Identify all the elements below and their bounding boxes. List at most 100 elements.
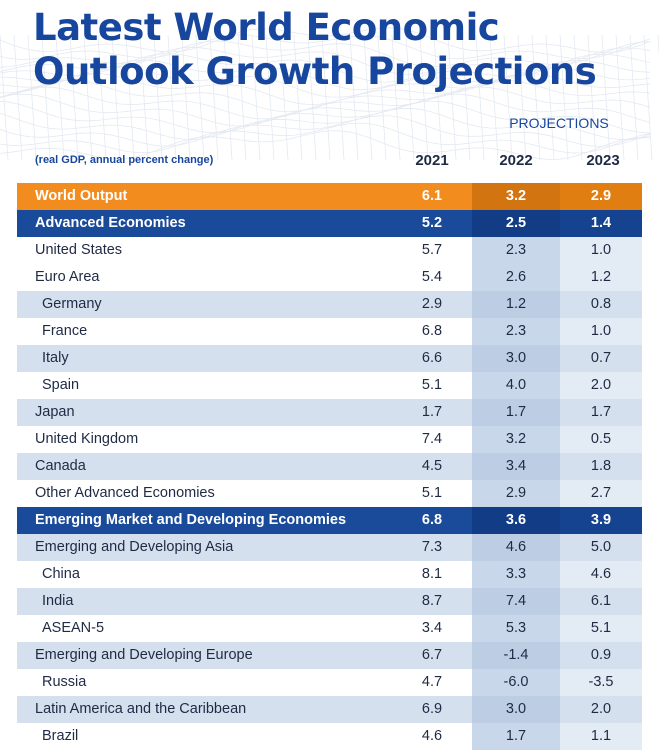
value-2021: 5.1 [421, 485, 443, 501]
page-title: Latest World Economic Outlook Growth Pro… [33, 6, 597, 94]
value-2023: 2.7 [560, 480, 642, 507]
table-row-italy: Italy 6.6 3.0 0.7 [17, 345, 642, 372]
value-2023: 1.2 [560, 264, 642, 291]
row-label: Japan [35, 404, 75, 420]
table-row-other-advanced-economies: Other Advanced Economies 5.1 2.9 2.7 [17, 480, 642, 507]
row-label: India [42, 593, 74, 609]
row-label: United States [35, 242, 123, 258]
row-label: Emerging Market and Developing Economies [35, 512, 347, 528]
value-2021: 7.4 [421, 431, 443, 447]
row-label: Spain [42, 377, 80, 393]
table-row-asean-5: ASEAN-5 3.4 5.3 5.1 [17, 615, 642, 642]
value-2022: -6.0 [472, 669, 560, 696]
row-label: World Output [35, 188, 128, 204]
table-row-japan: Japan 1.7 1.7 1.7 [17, 399, 642, 426]
value-2021: 5.4 [421, 269, 443, 285]
value-2021: 7.3 [421, 539, 443, 555]
value-2021: 6.6 [421, 350, 443, 366]
value-2023: 3.9 [560, 507, 642, 534]
row-label: Italy [42, 350, 69, 366]
value-2023: 1.1 [560, 723, 642, 750]
table-row-world-output: World Output 6.1 3.2 2.9 [17, 183, 642, 210]
value-2021: 4.6 [421, 728, 443, 744]
table-row-france: France 6.8 2.3 1.0 [17, 318, 642, 345]
row-label: Emerging and Developing Europe [35, 647, 253, 663]
value-2021: 4.7 [421, 674, 443, 690]
value-2021: 4.5 [421, 458, 443, 474]
table-row-united-kingdom: United Kingdom 7.4 3.2 0.5 [17, 426, 642, 453]
value-2023: 1.8 [590, 458, 612, 474]
value-2022: 1.7 [472, 399, 560, 426]
value-2021: 3.4 [421, 620, 443, 636]
value-2023: 2.9 [560, 183, 642, 210]
value-2022: 3.0 [472, 345, 560, 372]
value-2023: -3.5 [560, 669, 642, 696]
title-line-2: Outlook Growth Projections [33, 50, 597, 93]
table-row-spain: Spain 5.1 4.0 2.0 [17, 372, 642, 399]
value-2023: 5.1 [560, 615, 642, 642]
value-2023: 1.7 [590, 404, 612, 420]
row-label: Russia [42, 674, 87, 690]
value-2023: 0.7 [590, 350, 612, 366]
table-row-united-states: United States 5.7 2.3 1.0 [17, 237, 642, 264]
value-2021: 1.7 [421, 404, 443, 420]
value-2022: 4.0 [472, 372, 560, 399]
value-2022: 5.3 [472, 615, 560, 642]
value-2022: 3.3 [472, 561, 560, 588]
value-2021: 5.1 [421, 377, 443, 393]
value-2022: 2.9 [472, 480, 560, 507]
value-2021: 5.2 [421, 215, 443, 231]
row-label: Brazil [42, 728, 79, 744]
value-2022: 3.6 [472, 507, 560, 534]
row-label: France [42, 323, 88, 339]
value-2022: 3.4 [472, 453, 560, 480]
value-2021: 6.1 [421, 188, 443, 204]
row-label: Germany [42, 296, 102, 312]
row-label: Canada [35, 458, 86, 474]
table-row-china: China 8.1 3.3 4.6 [17, 561, 642, 588]
growth-projections-table: World Output 6.1 3.2 2.9 Advanced Economies 5… [17, 183, 642, 750]
table-row-russia: Russia 4.7 -6.0 -3.5 [17, 669, 642, 696]
value-2021: 6.8 [421, 323, 443, 339]
value-2023: 1.0 [560, 237, 642, 264]
background-wave-pattern [0, 27, 659, 160]
row-label: United Kingdom [35, 431, 139, 447]
value-2023: 1.4 [560, 210, 642, 237]
value-2022: 2.3 [472, 237, 560, 264]
value-2021: 5.7 [421, 242, 443, 258]
value-2023: 2.0 [590, 701, 612, 717]
row-label: ASEAN-5 [42, 620, 105, 636]
value-2022: 2.3 [472, 318, 560, 345]
unit-note: (real GDP, annual percent change) [35, 154, 214, 166]
value-2022: 7.4 [472, 588, 560, 615]
value-2023: 2.0 [560, 372, 642, 399]
value-2022: -1.4 [472, 642, 560, 669]
table-row-emerging-and-developing-europe: Emerging and Developing Europe 6.7 -1.4 0.9 [17, 642, 642, 669]
value-2023: 1.0 [560, 318, 642, 345]
value-2023: 6.1 [590, 593, 612, 609]
value-2023: 0.5 [560, 426, 642, 453]
column-header-2022: 2022 [499, 152, 533, 169]
value-2021: 8.7 [421, 593, 443, 609]
table-row-euro-area: Euro Area 5.4 2.6 1.2 [17, 264, 642, 291]
value-2021: 6.8 [421, 512, 443, 528]
value-2022: 4.6 [472, 534, 560, 561]
table-row-emerging-market-and-developing-economies: Emerging Market and Developing Economies… [17, 507, 642, 534]
column-header-2023: 2023 [586, 152, 620, 169]
value-2023: 0.8 [590, 296, 612, 312]
table-row-germany: Germany 2.9 1.2 0.8 [17, 291, 642, 318]
value-2021: 6.9 [421, 701, 443, 717]
table-row-advanced-economies: Advanced Economies 5.2 2.5 1.4 [17, 210, 642, 237]
value-2022: 2.5 [472, 210, 560, 237]
projections-label: PROJECTIONS [509, 115, 609, 131]
row-label: Advanced Economies [35, 215, 186, 231]
value-2022: 3.2 [472, 426, 560, 453]
table-row-brazil: Brazil 4.6 1.7 1.1 [17, 723, 642, 750]
value-2022: 2.6 [472, 264, 560, 291]
row-label: China [42, 566, 80, 582]
row-label: Other Advanced Economies [35, 485, 215, 501]
value-2022: 3.2 [472, 183, 560, 210]
value-2021: 2.9 [421, 296, 443, 312]
value-2023: 4.6 [560, 561, 642, 588]
value-2022: 3.0 [472, 696, 560, 723]
